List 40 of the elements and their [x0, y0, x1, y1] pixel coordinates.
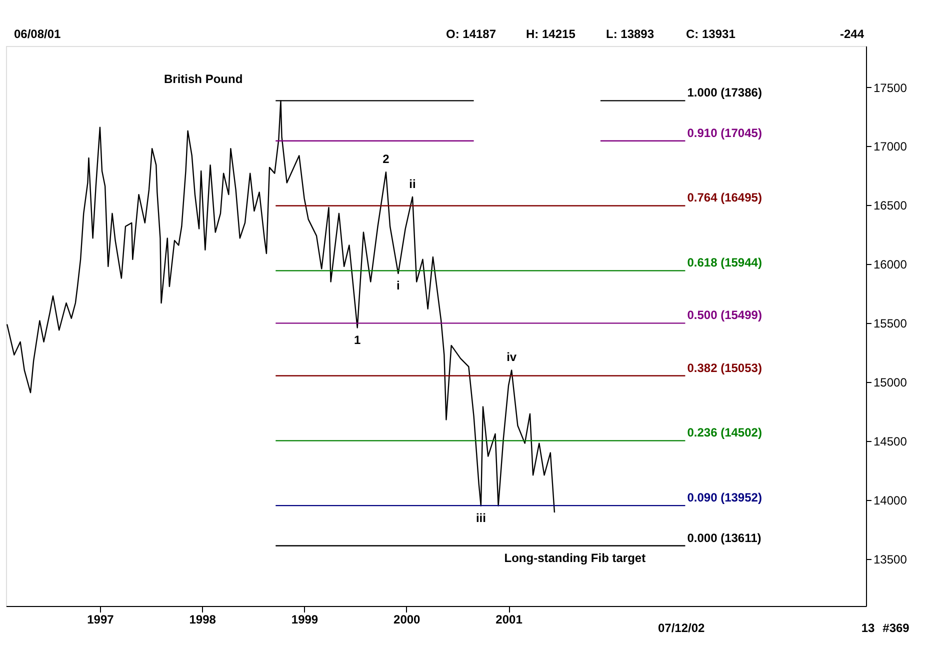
- text: H: 14215: [526, 27, 576, 41]
- series-label: 0.090 (13952): [687, 490, 762, 505]
- y-tick-label: 17000: [874, 140, 908, 154]
- text: L: 13893: [606, 27, 654, 41]
- series-label: 0.764 (16495): [687, 190, 762, 205]
- y-tick-label: 14000: [874, 493, 908, 508]
- y-tick-label: 13500: [874, 552, 908, 566]
- x-tick-label: 1999: [291, 612, 318, 626]
- annotation: 2: [382, 152, 390, 166]
- x-tick-label: 1998: [189, 612, 216, 626]
- text: -244: [840, 27, 864, 41]
- y-tick-label: 14500: [874, 434, 908, 448]
- series-label: 0.000 (13611): [687, 530, 762, 545]
- series-label: 0.618 (15944): [687, 256, 762, 270]
- annotation: ii: [409, 176, 416, 191]
- series-label: 1.000 (17386): [687, 86, 762, 100]
- text: C: 13931: [686, 27, 736, 41]
- x-tick-label: 2001: [496, 612, 523, 626]
- y-tick-label: 16000: [874, 258, 908, 272]
- y-tick-label: 17500: [874, 80, 908, 95]
- series-label: 0.910 (17045): [687, 126, 762, 140]
- annotation: iii: [476, 510, 486, 525]
- x-tick-label: 1997: [87, 612, 114, 626]
- y-tick-label: 16500: [874, 198, 908, 213]
- annotation: iv: [506, 350, 517, 364]
- series-label: 0.236 (14502): [687, 426, 762, 440]
- text: 06/08/01: [14, 27, 62, 41]
- annotation: 1: [354, 332, 362, 347]
- annotation: i: [396, 278, 400, 293]
- annotation: Long-standing Fib target: [504, 550, 646, 565]
- text: O: 14187: [446, 27, 496, 41]
- series-label: 0.382 (15053): [687, 360, 762, 375]
- y-tick-label: 15000: [874, 376, 908, 390]
- x-tick-label: 2000: [394, 612, 421, 626]
- y-tick-label: 15500: [874, 316, 908, 331]
- series-label: 0.500 (15499): [687, 308, 762, 322]
- text: 07/12/02: [658, 621, 706, 635]
- text: 13: [861, 621, 875, 635]
- text: #369: [882, 621, 910, 635]
- text: British Pound: [164, 72, 243, 86]
